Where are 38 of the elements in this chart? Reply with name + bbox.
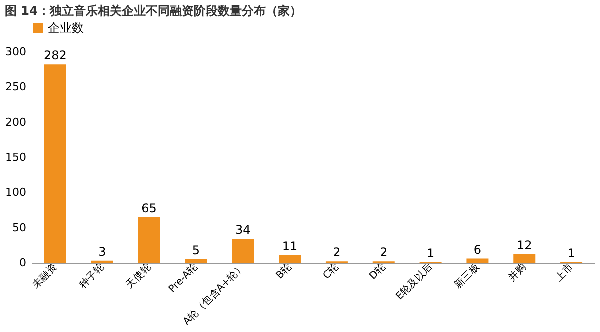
data-label: 3 (98, 244, 106, 259)
y-tick-label: 200 (6, 116, 26, 129)
y-tick-label: 100 (6, 186, 26, 200)
x-tick-label: 种子轮 (76, 261, 107, 291)
bar (514, 254, 536, 263)
bar (185, 259, 208, 263)
x-tick-label: 上市 (553, 261, 576, 284)
data-label: 1 (426, 246, 435, 260)
y-tick-label: 150 (6, 151, 26, 164)
chart-title: 图 14：独立音乐相关企业不同融资阶段数量分布（家） (5, 4, 302, 18)
data-label: 5 (192, 243, 200, 258)
x-tick-label: C轮 (320, 261, 342, 282)
bar (466, 258, 489, 263)
x-tick-label: B轮 (274, 261, 294, 282)
data-label: 2 (380, 246, 388, 260)
x-tick-label: D轮 (367, 261, 388, 282)
x-tick-label: 并购 (506, 261, 529, 284)
data-label: 11 (282, 239, 298, 254)
data-label: 1 (568, 246, 576, 260)
x-tick-label: 天使轮 (124, 261, 154, 291)
y-tick-label: 50 (12, 221, 26, 234)
bar (232, 239, 254, 263)
x-tick-label: 未融资 (30, 261, 60, 291)
y-tick-label: 250 (6, 80, 26, 94)
data-label: 65 (142, 201, 157, 216)
x-tick-label: 新三板 (452, 261, 482, 291)
bar (44, 64, 66, 263)
data-label: 34 (235, 223, 251, 238)
x-tick-label: E轮及以后 (394, 261, 436, 302)
data-label: 2 (333, 246, 341, 260)
bar (279, 255, 302, 263)
bar (138, 217, 160, 263)
y-tick-label: 0 (20, 256, 26, 270)
data-label: 12 (516, 238, 532, 253)
y-tick-label: 300 (6, 46, 26, 58)
data-label: 6 (474, 242, 482, 257)
legend-label: 企业数 (48, 21, 84, 35)
data-label: 282 (44, 48, 67, 63)
